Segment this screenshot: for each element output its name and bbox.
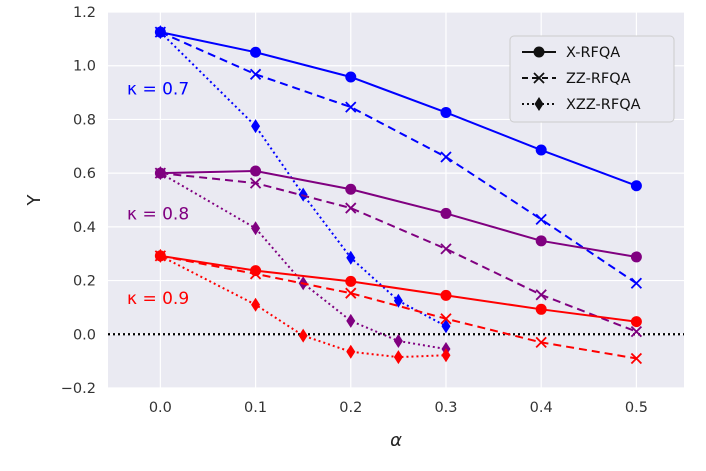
data-point bbox=[249, 68, 262, 80]
series-line bbox=[160, 172, 637, 333]
data-point bbox=[535, 336, 547, 348]
data-point bbox=[346, 313, 356, 328]
data-point bbox=[346, 250, 356, 265]
y-tick-label: −0.2 bbox=[61, 381, 96, 397]
data-point bbox=[630, 352, 643, 365]
data-point-stroke bbox=[440, 151, 452, 163]
data-point bbox=[441, 319, 451, 334]
data-point bbox=[251, 119, 261, 134]
legend-label: ZZ-RFQA bbox=[566, 71, 631, 87]
data-point bbox=[249, 177, 262, 189]
data-point bbox=[345, 101, 357, 113]
data-point bbox=[630, 316, 642, 328]
y-tick-label: 1.2 bbox=[73, 5, 96, 21]
data-point bbox=[155, 25, 165, 40]
data-point bbox=[393, 334, 403, 348]
legend-label: XZZ-RFQA bbox=[566, 97, 641, 113]
x-tick-label: 0.4 bbox=[530, 400, 553, 416]
data-point bbox=[440, 313, 452, 325]
series-line bbox=[159, 172, 447, 351]
data-point-stroke bbox=[630, 352, 643, 365]
y-tick-label: 0.8 bbox=[73, 112, 96, 128]
series-line bbox=[159, 31, 637, 285]
y-axis-label: Y bbox=[24, 194, 45, 207]
x-tick-label: 0.2 bbox=[339, 400, 362, 416]
x-tick-label: 0.0 bbox=[149, 400, 172, 416]
data-point bbox=[440, 151, 452, 163]
series-line bbox=[159, 31, 447, 328]
y-tick-label: 0.0 bbox=[73, 327, 96, 343]
data-point bbox=[345, 202, 357, 214]
data-point bbox=[346, 344, 356, 359]
data-point bbox=[345, 183, 357, 195]
data-point bbox=[630, 325, 643, 338]
data-point-stroke bbox=[345, 202, 357, 214]
series-line bbox=[160, 31, 637, 187]
x-axis-label: α bbox=[390, 430, 402, 451]
series-line bbox=[160, 254, 637, 323]
data-point bbox=[440, 207, 452, 219]
x-tick-label: 0.5 bbox=[625, 400, 648, 416]
legend-marker bbox=[533, 46, 545, 58]
data-point-stroke bbox=[249, 177, 262, 189]
data-point-stroke bbox=[630, 325, 643, 338]
legend-marker bbox=[534, 97, 544, 111]
data-point bbox=[535, 289, 547, 301]
legend-frame bbox=[509, 35, 675, 123]
data-point-stroke bbox=[630, 277, 643, 289]
data-point bbox=[251, 221, 261, 236]
data-point-stroke bbox=[440, 243, 452, 255]
legend-marker-stroke bbox=[533, 72, 545, 84]
x-tick-label: 0.1 bbox=[244, 400, 267, 416]
ticks: 0.0 0.1 0.2 0.3 0.4 0.5 −0.2 0.0 0.2 0.4 0.6 0.8 1.0… bbox=[61, 5, 648, 416]
y-tick-label: 0.6 bbox=[73, 166, 96, 182]
data-point bbox=[251, 297, 261, 312]
data-point bbox=[441, 348, 451, 363]
data-point bbox=[345, 71, 357, 83]
data-point-stroke bbox=[249, 268, 262, 280]
legend-label: X-RFQA bbox=[566, 45, 620, 61]
legend-marker bbox=[533, 72, 545, 84]
data-point bbox=[535, 303, 547, 315]
data-point bbox=[393, 293, 403, 308]
data-point bbox=[345, 287, 357, 299]
kappa-label: κ = 0.8 bbox=[127, 204, 189, 224]
y-tick-label: 0.4 bbox=[73, 220, 96, 236]
data-point bbox=[298, 328, 308, 343]
data-point-stroke bbox=[535, 289, 547, 301]
data-point bbox=[155, 166, 165, 181]
data-point bbox=[630, 277, 643, 289]
data-point bbox=[155, 248, 165, 263]
data-point-stroke bbox=[535, 213, 547, 225]
data-point bbox=[535, 144, 547, 156]
data-point bbox=[440, 243, 452, 255]
data-point bbox=[535, 213, 547, 225]
data-point bbox=[250, 165, 262, 177]
kappa-label: κ = 0.7 bbox=[127, 80, 189, 100]
data-point bbox=[250, 46, 262, 58]
data-point bbox=[345, 275, 357, 287]
data-point bbox=[249, 268, 262, 280]
data-point-stroke bbox=[535, 336, 547, 348]
data-point-stroke bbox=[345, 287, 357, 299]
series-line bbox=[160, 169, 637, 258]
data-point bbox=[440, 106, 452, 118]
data-point bbox=[393, 350, 403, 365]
data-point bbox=[440, 289, 452, 301]
data-point-stroke bbox=[440, 313, 452, 325]
data-point bbox=[535, 235, 547, 247]
kappa-label: κ = 0.9 bbox=[127, 289, 189, 309]
x-tick-label: 0.3 bbox=[434, 400, 457, 416]
y-tick-label: 1.0 bbox=[73, 59, 96, 75]
data-point bbox=[630, 180, 642, 192]
legend: X-RFQA ZZ-RFQA XZZ-RFQA bbox=[509, 35, 675, 123]
data-point-stroke bbox=[345, 101, 357, 113]
y-tick-label: 0.2 bbox=[73, 274, 96, 290]
data-point-stroke bbox=[249, 68, 262, 80]
series-layer bbox=[154, 25, 643, 365]
kappa-labels: κ = 0.7 κ = 0.8 κ = 0.9 bbox=[127, 80, 189, 309]
data-point bbox=[630, 251, 642, 263]
series-line bbox=[160, 254, 637, 360]
